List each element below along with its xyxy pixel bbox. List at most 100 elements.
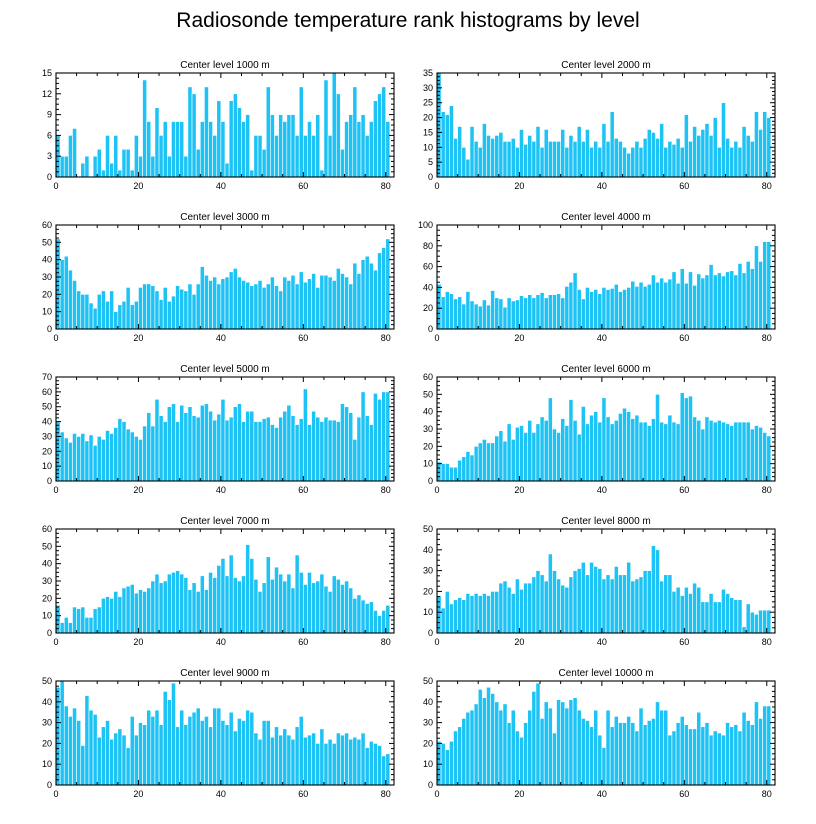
bar (494, 701, 500, 786)
bar (364, 255, 370, 330)
bar (716, 732, 722, 786)
bar (449, 293, 454, 330)
bar (531, 297, 537, 330)
bar (187, 283, 193, 330)
bar (580, 298, 586, 330)
bar (712, 730, 718, 786)
bar (88, 434, 94, 482)
bar (307, 121, 312, 178)
bar (515, 299, 520, 330)
y-tick-label: 40 (423, 697, 433, 707)
bar (59, 431, 65, 482)
bar (187, 589, 193, 634)
bar (228, 416, 234, 482)
bar (708, 593, 714, 634)
bar (290, 587, 296, 634)
bar (642, 286, 648, 330)
y-tick-label: 20 (42, 593, 52, 603)
bar (576, 289, 582, 330)
x-tick-label: 60 (298, 181, 308, 191)
bar (109, 433, 115, 482)
bar (494, 135, 500, 178)
bar (712, 117, 718, 178)
bar (580, 561, 586, 634)
bar (543, 129, 549, 178)
bar (593, 289, 599, 330)
bar (502, 141, 508, 178)
bar (204, 403, 209, 482)
bar (212, 707, 218, 786)
bar (655, 394, 660, 482)
bar (303, 736, 308, 786)
bar (92, 445, 98, 482)
bar (494, 591, 500, 634)
bar (138, 287, 143, 330)
bar (249, 711, 255, 786)
bar (696, 273, 702, 330)
bar (436, 741, 442, 786)
bar (704, 274, 710, 330)
bar (477, 689, 483, 786)
bar (477, 146, 483, 178)
bar (294, 424, 300, 482)
bar (613, 138, 619, 178)
bar (622, 289, 627, 330)
bar (482, 123, 487, 178)
bar (364, 603, 370, 634)
y-tick-label: 12 (42, 89, 52, 99)
y-tick-label: 9 (47, 110, 52, 120)
bar (224, 276, 230, 330)
bar (556, 293, 561, 330)
x-tick-label: 0 (434, 637, 439, 647)
bar (134, 300, 139, 330)
bar (138, 722, 143, 786)
chart-panel-3: Center level 3000 m 0 20 40 60 80 0 10 20 30 40 50 6… (42, 212, 395, 343)
bar (195, 591, 201, 634)
bar (195, 283, 201, 330)
bar (457, 726, 463, 786)
bar (675, 282, 681, 330)
bar (63, 437, 69, 482)
bar (348, 587, 354, 634)
bar (572, 272, 578, 330)
bar (692, 416, 697, 482)
bar (638, 146, 644, 178)
bar (618, 574, 623, 634)
bar (519, 129, 524, 178)
bar (696, 420, 702, 482)
bar (618, 141, 623, 178)
bar (564, 286, 570, 330)
bar (55, 238, 61, 330)
bar (692, 728, 697, 786)
bar (195, 416, 201, 482)
bar (733, 599, 739, 634)
bar (758, 129, 763, 178)
bar (704, 601, 710, 634)
bar (311, 135, 316, 178)
bar (303, 584, 308, 634)
bar (364, 415, 370, 482)
bar (634, 578, 640, 634)
chart-panel-5: Center level 5000 m 0 20 40 60 80 0 10 20 30 40 50 6… (42, 364, 395, 495)
bar (626, 287, 632, 330)
bar (651, 545, 656, 634)
bar (593, 411, 599, 482)
bar (642, 421, 648, 482)
bar (84, 294, 90, 330)
x-tick-label: 80 (381, 637, 391, 647)
bar (580, 718, 586, 786)
bar (745, 421, 751, 482)
bar (352, 736, 358, 786)
bar (68, 269, 73, 330)
bar (278, 114, 284, 178)
x-tick-label: 80 (381, 789, 391, 799)
bar (199, 404, 205, 482)
bar (356, 416, 362, 482)
bar (352, 262, 358, 330)
bar (506, 297, 512, 330)
y-tick-label: 60 (42, 524, 52, 534)
bar (105, 300, 110, 330)
bar (700, 277, 706, 330)
bar (208, 726, 213, 786)
bar (597, 734, 603, 786)
